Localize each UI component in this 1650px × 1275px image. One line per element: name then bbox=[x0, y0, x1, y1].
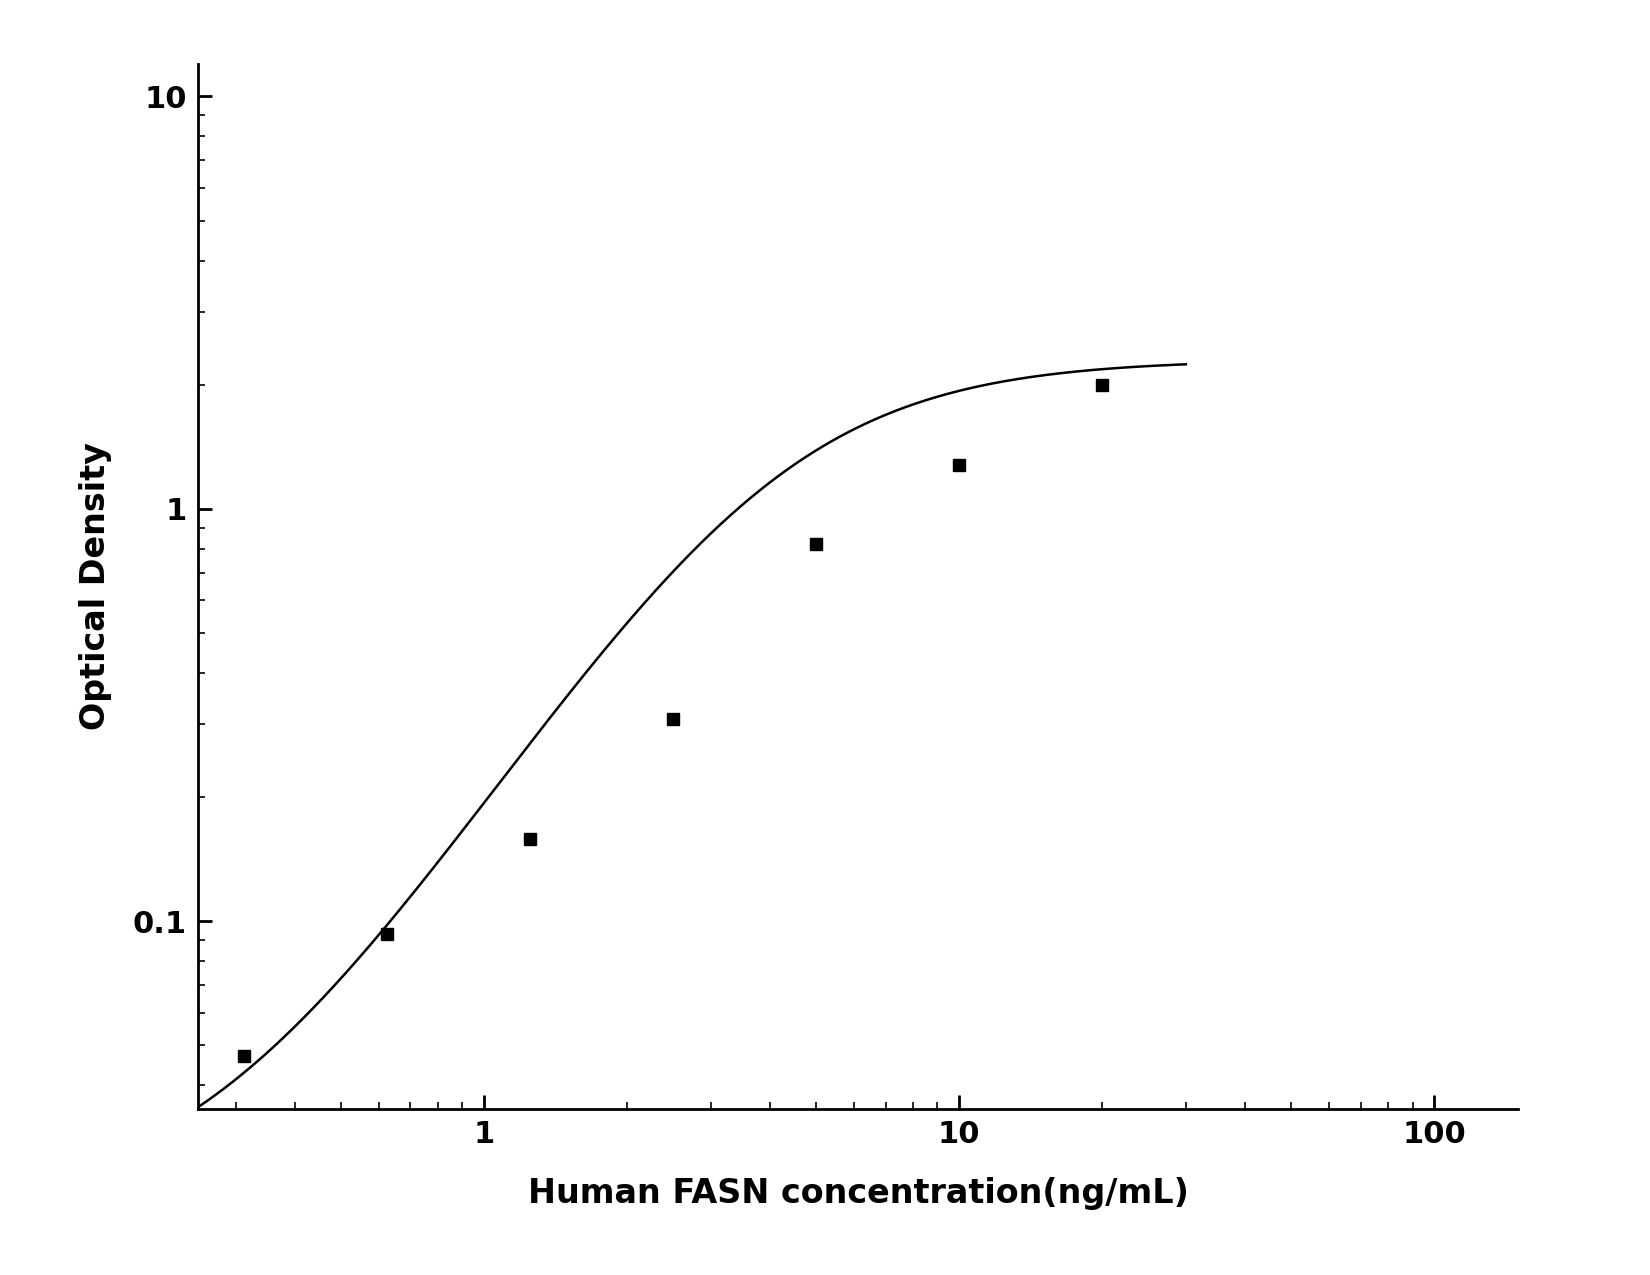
X-axis label: Human FASN concentration(ng/mL): Human FASN concentration(ng/mL) bbox=[528, 1177, 1188, 1210]
Y-axis label: Optical Density: Optical Density bbox=[79, 442, 112, 731]
